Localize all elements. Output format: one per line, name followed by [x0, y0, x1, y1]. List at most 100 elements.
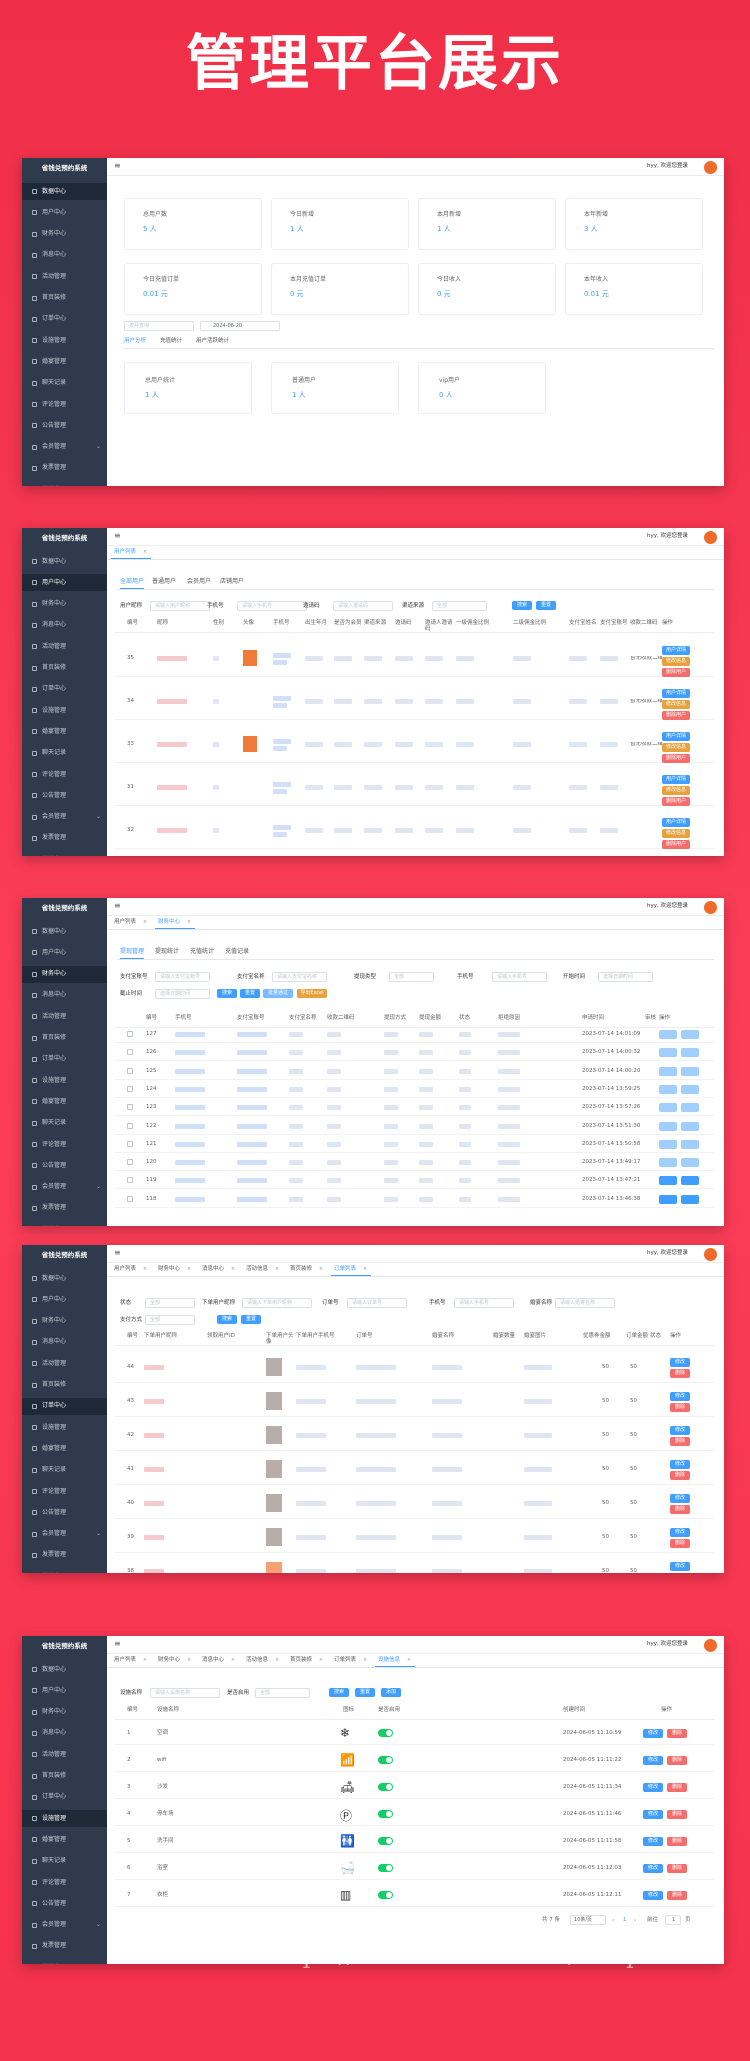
- button-label[interactable]: 批量通过: [267, 990, 288, 996]
- input[interactable]: 请输入手机号: [454, 1298, 514, 1308]
- input[interactable]: 全部: [389, 972, 434, 982]
- button[interactable]: 搜索: [217, 1315, 237, 1324]
- goto-value[interactable]: 1: [672, 1917, 676, 1923]
- page-tab-label[interactable]: 首页装修: [290, 1266, 313, 1272]
- input[interactable]: 全部: [255, 1688, 310, 1698]
- button[interactable]: [681, 1121, 699, 1131]
- button[interactable]: 删除用户: [662, 754, 690, 763]
- button[interactable]: 修改: [643, 1756, 663, 1765]
- menu-item[interactable]: 评论管理: [22, 396, 107, 413]
- menu-label[interactable]: 财务中心: [42, 970, 67, 978]
- input[interactable]: 请输入订单号: [347, 1298, 407, 1308]
- input[interactable]: 请输入用户昵称: [150, 601, 210, 611]
- button-label[interactable]: 修改信息: [665, 744, 686, 750]
- button[interactable]: [659, 1030, 677, 1039]
- sub-tab[interactable]: 提现统计: [155, 948, 180, 955]
- button-label[interactable]: 删除用户: [665, 755, 686, 761]
- menu-label[interactable]: 评论管理: [42, 770, 67, 778]
- menu-item[interactable]: 财务中心: [22, 965, 107, 983]
- menu-item[interactable]: 婚宴管理: [22, 1831, 107, 1848]
- button[interactable]: [659, 1084, 677, 1094]
- menu-item[interactable]: 用户中心: [22, 574, 107, 592]
- button-label[interactable]: 修改: [647, 1892, 658, 1898]
- menu-label[interactable]: 公告管理: [42, 1899, 67, 1907]
- button[interactable]: [659, 1194, 677, 1204]
- sub-tab[interactable]: 充值统计: [190, 948, 215, 955]
- menu-item[interactable]: 消息中心: [22, 247, 107, 264]
- button[interactable]: 删除: [670, 1437, 690, 1446]
- menu-label[interactable]: 发票管理: [42, 464, 67, 472]
- input[interactable]: 请输入手机号: [492, 972, 547, 982]
- menu-item[interactable]: 公告管理: [22, 1895, 107, 1912]
- button[interactable]: 修改信息: [662, 786, 690, 795]
- menu-label[interactable]: 公告管理: [42, 1508, 67, 1516]
- button-label[interactable]: 修改: [674, 1563, 685, 1569]
- button-label[interactable]: 修改: [647, 1838, 658, 1844]
- button[interactable]: 删除用户: [662, 797, 690, 806]
- page-tab-label[interactable]: 用户列表: [114, 1657, 137, 1663]
- button-label[interactable]: 删除: [671, 1811, 682, 1817]
- menu-label[interactable]: 公告管理: [42, 791, 67, 799]
- button-label[interactable]: 修改: [647, 1865, 658, 1871]
- button[interactable]: [659, 1048, 677, 1058]
- menu-item[interactable]: 设施管理: [22, 1419, 107, 1436]
- menu-label[interactable]: 婚宴管理: [42, 1835, 67, 1843]
- checkbox[interactable]: [127, 1049, 133, 1056]
- menu-label[interactable]: 消息中心: [42, 1729, 67, 1737]
- button-label[interactable]: 删除: [674, 1506, 685, 1512]
- menu-item[interactable]: 设施管理: [22, 1810, 107, 1828]
- checkbox[interactable]: [127, 1195, 133, 1202]
- menu-label[interactable]: 用户中心: [42, 1295, 67, 1303]
- page-tab-label[interactable]: 消息中心: [202, 1657, 225, 1663]
- page-tab[interactable]: 用户列表 ×: [111, 1655, 151, 1667]
- button-label[interactable]: 删除: [674, 1540, 685, 1546]
- menu-label[interactable]: 婚宴管理: [42, 357, 67, 365]
- menu-label[interactable]: 数据中心: [42, 1665, 67, 1673]
- menu-item[interactable]: 营销中心: [22, 1568, 107, 1573]
- button-label[interactable]: 修改: [674, 1495, 685, 1501]
- button-label[interactable]: 删除: [671, 1838, 682, 1844]
- button-label[interactable]: 删除: [671, 1784, 682, 1790]
- menu-label[interactable]: 设施管理: [42, 706, 67, 714]
- menu-item[interactable]: 设施管理: [22, 1072, 107, 1089]
- page-tab[interactable]: 订单列表 ×: [331, 1264, 371, 1276]
- button-label[interactable]: 用户详情: [665, 690, 686, 696]
- toggle[interactable]: [378, 1864, 393, 1872]
- menu-label[interactable]: 婚宴管理: [42, 727, 67, 735]
- button[interactable]: [659, 1176, 677, 1186]
- page-tab[interactable]: 用户列表 ×: [111, 1264, 151, 1276]
- menu-item[interactable]: 首页装修: [22, 1030, 107, 1047]
- menu-label[interactable]: 评论管理: [42, 1487, 67, 1495]
- menu-label[interactable]: 用户中心: [42, 948, 67, 956]
- menu-item[interactable]: 婚宴管理: [22, 723, 107, 740]
- button-label[interactable]: 删除用户: [665, 841, 686, 847]
- menu-item[interactable]: 财务中心: [22, 1313, 107, 1330]
- button[interactable]: 修改: [643, 1783, 663, 1792]
- button-label[interactable]: 删除: [674, 1404, 685, 1410]
- button[interactable]: 搜索: [217, 989, 237, 998]
- menu-item[interactable]: 消息中心: [22, 987, 107, 1004]
- button-label[interactable]: 修改: [647, 1811, 658, 1817]
- menu-item[interactable]: 聊天记录: [22, 745, 107, 762]
- menu-item[interactable]: 活动管理: [22, 1008, 107, 1025]
- menu-item[interactable]: 消息中心: [22, 1334, 107, 1351]
- sub-tab[interactable]: 提现管理: [120, 948, 145, 955]
- menu-item[interactable]: 用户中心: [22, 1291, 107, 1308]
- menu-item[interactable]: 会员管理 ⌄: [22, 1179, 107, 1196]
- button-label[interactable]: 重置: [244, 990, 255, 996]
- sub-tab[interactable]: 店铺用户: [220, 578, 245, 585]
- menu-label[interactable]: 发票管理: [42, 1204, 67, 1212]
- button[interactable]: 删除用户: [662, 668, 690, 677]
- button[interactable]: [681, 1176, 699, 1186]
- button[interactable]: 重置: [241, 1315, 261, 1324]
- menu-label[interactable]: 会员管理: [42, 813, 67, 821]
- menu-item[interactable]: 会员管理 ⌄: [22, 439, 107, 456]
- button[interactable]: 删除用户: [662, 711, 690, 720]
- checkbox[interactable]: [127, 1104, 133, 1111]
- avatar[interactable]: [704, 1248, 717, 1261]
- button[interactable]: 添加: [381, 1688, 401, 1697]
- page-tab[interactable]: 订单列表 ×: [331, 1655, 371, 1667]
- menu-item[interactable]: 活动管理: [22, 268, 107, 285]
- button-label[interactable]: 修改: [674, 1529, 685, 1535]
- menu-item[interactable]: 发票管理: [22, 1938, 107, 1955]
